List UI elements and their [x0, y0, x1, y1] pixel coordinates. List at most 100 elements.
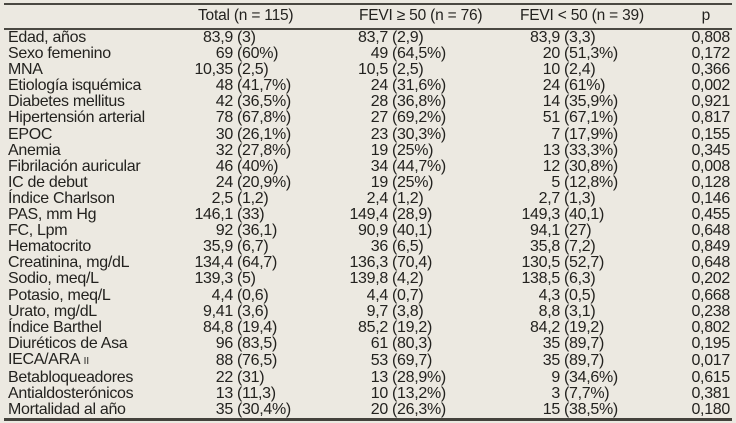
cell-total: 69 (60%) [185, 45, 337, 63]
value-cell-content: 10 (2,4) [509, 62, 675, 78]
value-number: 78 [215, 109, 234, 127]
value-dispersion: (17,9%) [564, 125, 618, 143]
table-row: Mortalidad al año 35 (30,4%) 20 (26,3%) 15 (38… [4, 402, 732, 420]
cell-fevi-ge-50: 53 (69,7) [337, 352, 509, 370]
value-dispersion: (11,3) [237, 385, 276, 403]
value-number: 69 [215, 45, 234, 63]
value-cell-content: 138,5 (6,3) [509, 271, 675, 287]
value-cell-content: 35 (89,7) [509, 352, 675, 369]
cell-total: 92 (36,1) [185, 223, 337, 239]
cell-p-value: 0,668 [691, 286, 730, 304]
value-number: 20 [370, 401, 389, 419]
value-dispersion: (76,5) [237, 351, 277, 369]
value-dispersion: (33) [237, 206, 265, 224]
cell-total: 48 (41,7%) [185, 78, 337, 94]
value-cell-content: 35,8 (7,2) [509, 239, 675, 255]
value-dispersion: (25%) [392, 141, 434, 159]
table-row: IECA/ARA II 88 (76,5) 53 (69,7) 35 (89,7) 0,017 [4, 351, 732, 370]
value-number: 139,8 [349, 270, 388, 288]
value-dispersion: (64,5%) [392, 45, 446, 63]
value-number: 92 [215, 222, 234, 240]
value-number: 19 [370, 141, 389, 159]
value-number: 30 [215, 125, 234, 143]
value-dispersion: (7,7%) [564, 385, 610, 403]
cell-total: 96 (83,5) [185, 335, 337, 352]
row-label: MNA [8, 61, 43, 79]
value-cell-content: 10,35 (2,5) [185, 62, 337, 78]
row-label: Diabetes mellitus [8, 93, 125, 111]
cell-total: 10,35 (2,5) [185, 62, 337, 78]
table-row: PAS, mm Hg 146,1 (33) 149,4 (28,9) 149,3 (40,1… [4, 206, 732, 224]
value-dispersion: (27,8%) [237, 141, 291, 159]
cell-total: 4,4 (0,6) [185, 286, 337, 304]
row-label: Hematocrito [8, 238, 91, 256]
table-row: Antialdosterónicos 13 (11,3) 10 (13,2%) 3 (7,7… [4, 385, 732, 403]
value-dispersion: (40,1) [392, 222, 432, 240]
cell-fevi-ge-50: 83,7 (2,9) [337, 29, 509, 46]
value-dispersion: (0,5) [564, 286, 596, 304]
value-cell-content: 134,4 (64,7) [185, 255, 337, 271]
value-dispersion: (40%) [237, 157, 279, 175]
cell-total: 30 (26,1%) [185, 125, 337, 143]
value-cell-content: 84,8 (19,4) [185, 319, 337, 336]
header-row: Total (n = 115) FEVI ≥ 50 (n = 76) FEVI … [4, 4, 732, 30]
value-dispersion: (26,1%) [237, 125, 291, 143]
value-cell-content: 139,8 (4,2) [337, 271, 509, 287]
value-number: 34 [370, 157, 389, 175]
cell-p-value: 0,615 [691, 368, 730, 386]
row-label: Índice Barthel [8, 318, 102, 336]
value-dispersion: (26,3%) [392, 401, 446, 419]
value-dispersion: (64,7) [237, 254, 277, 272]
cell-p-value: 0,172 [691, 45, 730, 63]
value-dispersion: (3) [237, 29, 256, 46]
value-number: 13 [542, 141, 561, 159]
table-row: Sodio, meq/L 139,3 (5) 139,8 (4,2) 138,5 (6,3)… [4, 271, 732, 287]
value-cell-content: 85,2 (19,2) [337, 318, 509, 336]
value-number: 49 [370, 45, 389, 63]
value-cell-content: 4,4 (0,6) [185, 286, 337, 304]
value-cell-content: 90,9 (40,1) [337, 223, 509, 239]
cell-fevi-lt-50: 83,9 (3,3) [509, 29, 675, 46]
value-number: 7 [551, 125, 560, 143]
cell-fevi-lt-50: 84,2 (19,2) [509, 319, 675, 336]
table-row: Diuréticos de Asa 96 (83,5) 61 (80,3) 35 (89,7… [4, 335, 732, 352]
value-number: 22 [215, 368, 234, 386]
value-number: 2,5 [211, 189, 234, 207]
value-cell-content: 14 (35,9%) [509, 94, 675, 110]
value-number: 13 [370, 368, 389, 386]
value-cell-content: 35 (30,4%) [185, 402, 337, 418]
value-dispersion: (19,2) [392, 318, 432, 336]
column-header-fevi-lt-50: FEVI < 50 (n = 39) [509, 4, 675, 30]
cell-fevi-ge-50: 10,5 (2,5) [337, 62, 509, 78]
table-row: Hematocrito 35,9 (6,7) 36 (6,5) 35,8 (7,2) 0,84… [4, 239, 732, 255]
value-dispersion: (0,6) [237, 286, 269, 304]
value-number: 36 [370, 238, 389, 256]
column-header-fevi-ge-50: FEVI ≥ 50 (n = 76) [337, 4, 509, 30]
table-row: Índice Charlson 2,5 (1,2) 2,4 (1,2) 2,7 (1,3) 0… [4, 189, 732, 207]
cell-total: 13 (11,3) [185, 385, 337, 403]
value-cell-content: 15 (38,5%) [509, 402, 675, 418]
value-number: 149,4 [349, 206, 388, 224]
cell-p-value: 0,802 [691, 318, 730, 336]
value-dispersion: (41,7%) [237, 77, 291, 95]
value-dispersion: (30,8%) [564, 157, 618, 175]
value-number: 51 [542, 109, 561, 127]
value-number: 9,41 [203, 302, 233, 320]
cell-p-value: 0,455 [691, 206, 730, 224]
value-number: 32 [215, 141, 234, 159]
value-number: 10,35 [194, 61, 233, 79]
row-label: EPOC [8, 125, 53, 143]
row-label: Antialdosterónicos [8, 385, 134, 403]
value-cell-content: 83,9 (3) [185, 29, 337, 46]
table-row: Betabloqueadores 22 (31) 13 (28,9%) 9 (34,6%) 0… [4, 368, 732, 386]
value-dispersion: (3,8) [392, 302, 424, 320]
cell-p-value: 0,808 [691, 29, 730, 46]
value-cell-content: 36 (6,5) [337, 239, 509, 255]
value-dispersion: (31,6%) [392, 77, 446, 95]
cell-fevi-ge-50: 20 (26,3%) [337, 402, 509, 420]
value-dispersion: (5) [237, 270, 256, 288]
cell-p-value: 0,381 [691, 385, 730, 403]
value-number: 10 [370, 385, 389, 403]
cell-fevi-lt-50: 9 (34,6%) [509, 369, 675, 386]
